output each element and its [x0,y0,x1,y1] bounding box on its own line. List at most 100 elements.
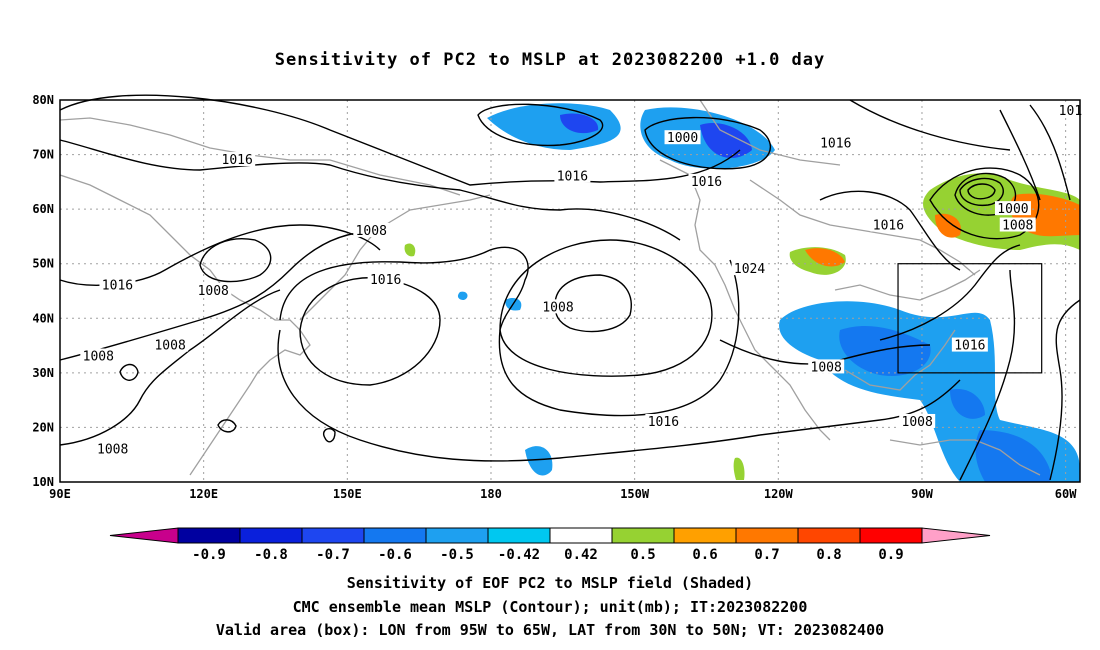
mslp-contour [277,329,761,462]
mslp-contour [644,116,772,170]
contour-label-bg [99,277,136,292]
colorbar: -0.9 -0.8 -0.7 -0.6 -0.5 -0.42 0.42 0.5 0.6 0.7 0.… [109,527,991,563]
contour-label-bg [367,272,404,287]
contour-label-bg [195,283,232,297]
mslp-contour [477,103,604,147]
mslp-contour [554,274,632,333]
contour-label: 101 [1059,104,1082,119]
contour-label: 1008 [542,300,573,315]
contour-label: 1008 [154,339,185,354]
contour-label-bg [152,337,189,352]
colorbar-tick-label: -0.8 [254,547,288,563]
caption-contour: CMC ensemble mean MSLP (Contour); unit(m… [292,598,808,616]
coastline [844,329,956,391]
contour-label-bg [808,359,845,374]
colorbar-tick-label: 0.7 [754,547,779,563]
shade-patch [950,389,985,419]
shade-patch [935,213,961,238]
lat-tick-label: 70N [32,148,54,162]
lon-tick-label: 120E [189,487,218,501]
shade-patch [404,243,416,257]
contour-label: 1008 [356,224,387,239]
colorbar-swatch [301,527,365,544]
mslp-contour [59,231,381,361]
shade-patch [975,430,1050,482]
mslp-contour [967,183,996,200]
contour-label: 1016 [557,169,588,184]
lat-tick-label: 60N [32,202,54,216]
mslp-contour [759,379,961,436]
mslp-contour [959,269,1016,481]
caption-valid-area: Valid area (box): LON from 95W to 65W, L… [215,621,885,639]
contour-label: 1016 [954,339,985,354]
colorbar-swatch [549,527,613,544]
contour-label-bg [994,201,1031,216]
colorbar-tick-label: -0.7 [316,547,350,563]
contour-label-bg [899,413,936,428]
shade-patch [560,113,599,134]
lat-tick-label: 20N [32,420,54,434]
colorbar-swatch [859,527,923,544]
mslp-contour [199,238,272,283]
mslp-contour [499,239,713,377]
contour-label: 1016 [691,175,722,190]
contour-label-bg [80,348,117,363]
colorbar-swatch [487,527,551,544]
colorbar-swatch [177,527,241,544]
contour-label: 1016 [102,279,133,294]
map-title: Sensitivity of PC2 to MSLP at 2023082200… [274,50,826,70]
contour-label-bg [554,168,591,183]
contour-label: 1024 [734,262,765,277]
mslp-contour [59,289,281,446]
contour-label-bg [951,337,988,352]
coastline [299,194,491,321]
colorbar-swatch [673,527,737,544]
coastline [699,99,841,166]
contour-label-bg [870,217,907,232]
contour-label-bg [688,173,725,188]
contour-label: 1008 [811,360,842,375]
colorbar-tick-label: 0.5 [630,547,655,563]
mslp-contour [299,276,441,386]
colorbar-tick-label: 0.6 [692,547,717,563]
contour-label-bg [94,441,131,456]
coastline [834,269,981,301]
coastline [889,439,1041,476]
contour-label-bg [817,135,854,150]
colorbar-swatch [611,527,675,544]
caption-shading: Sensitivity of EOF PC2 to MSLP field (Sh… [346,574,754,592]
mslp-contour [959,177,1004,207]
colorbar-over-arrow [921,527,991,544]
mslp-contour [217,419,237,433]
mslp-contour [819,190,961,271]
shade-patch [839,325,931,376]
contour-label-bg [999,217,1036,232]
contour-label: 1016 [648,415,679,430]
lon-tick-label: 90W [911,487,933,501]
mslp-contour [849,99,1011,151]
mslp-contour [59,139,681,241]
coastline [659,159,831,441]
colorbar-swatch [425,527,489,544]
colorbar-under-arrow [109,527,179,544]
sensitivity-shading [404,103,1080,482]
lon-tick-label: 60W [1055,487,1077,501]
mslp-contour [1029,104,1071,201]
colorbar-swatch [735,527,799,544]
contour-label-bg [353,222,390,237]
mslp-contour [1049,299,1081,481]
colorbar-tick-label: -0.42 [498,547,540,563]
lat-tick-label: 30N [32,366,54,380]
map-frame [59,99,1081,483]
colorbar-tick-label: -0.5 [440,547,474,563]
contour-label: 1016 [370,273,401,288]
shade-patch [700,122,752,158]
lon-tick-label: 90E [49,487,71,501]
contour-label: 1016 [222,153,253,168]
mslp-contour [59,224,381,286]
colorbar-swatch [239,527,303,544]
colorbar-tick-label: 0.8 [816,547,841,563]
contour-label: 1000 [667,131,698,146]
contour-label-bg [664,130,701,145]
shade-patch [733,457,745,480]
